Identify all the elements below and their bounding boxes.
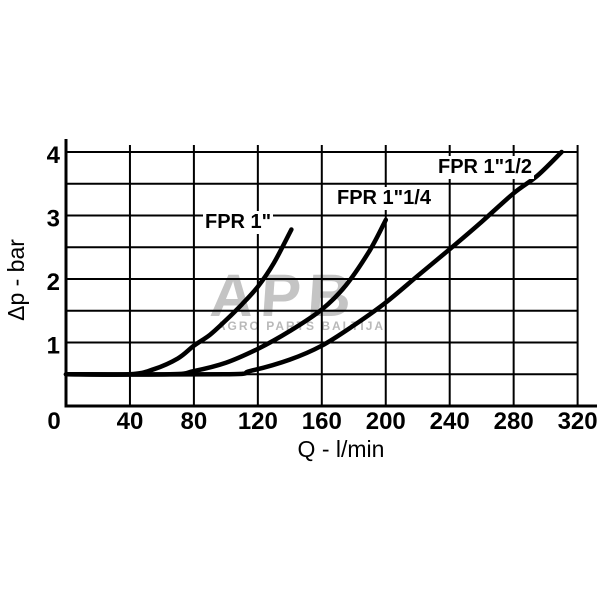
curve-label-fpr-1: FPR 1" [203, 211, 274, 234]
grid-lines [66, 145, 579, 406]
x-tick-label: 40 [117, 408, 144, 435]
curve-label-fpr-1-1-4: FPR 1"1/4 [335, 187, 433, 210]
x-tick-label: 320 [558, 408, 598, 435]
origin-tick-label: 0 [47, 408, 60, 435]
x-tick-label: 200 [366, 408, 406, 435]
x-tick-label: 160 [302, 408, 342, 435]
x-tick-label: 240 [430, 408, 470, 435]
tick-labels: 0 40 80 120 160 200 240 280 320 1 2 3 4 [47, 142, 598, 435]
x-axis-title: Q - l/min [298, 436, 385, 462]
y-axis-title: Δp - bar [3, 239, 29, 321]
x-tick-label: 120 [238, 408, 278, 435]
x-tick-label: 80 [181, 408, 208, 435]
curve-fpr-1 [63, 227, 294, 377]
y-tick-label: 4 [47, 142, 61, 169]
x-tick-label: 280 [494, 408, 534, 435]
y-tick-label: 2 [47, 269, 60, 296]
axis-lines [64, 139, 597, 408]
y-tick-label: 3 [47, 206, 60, 233]
curve-fpr-1-1-2 [63, 149, 564, 377]
y-tick-label: 1 [47, 333, 60, 360]
data-curves [63, 149, 564, 377]
curve-label-fpr-1-1-2: FPR 1"1/2 [436, 156, 534, 179]
